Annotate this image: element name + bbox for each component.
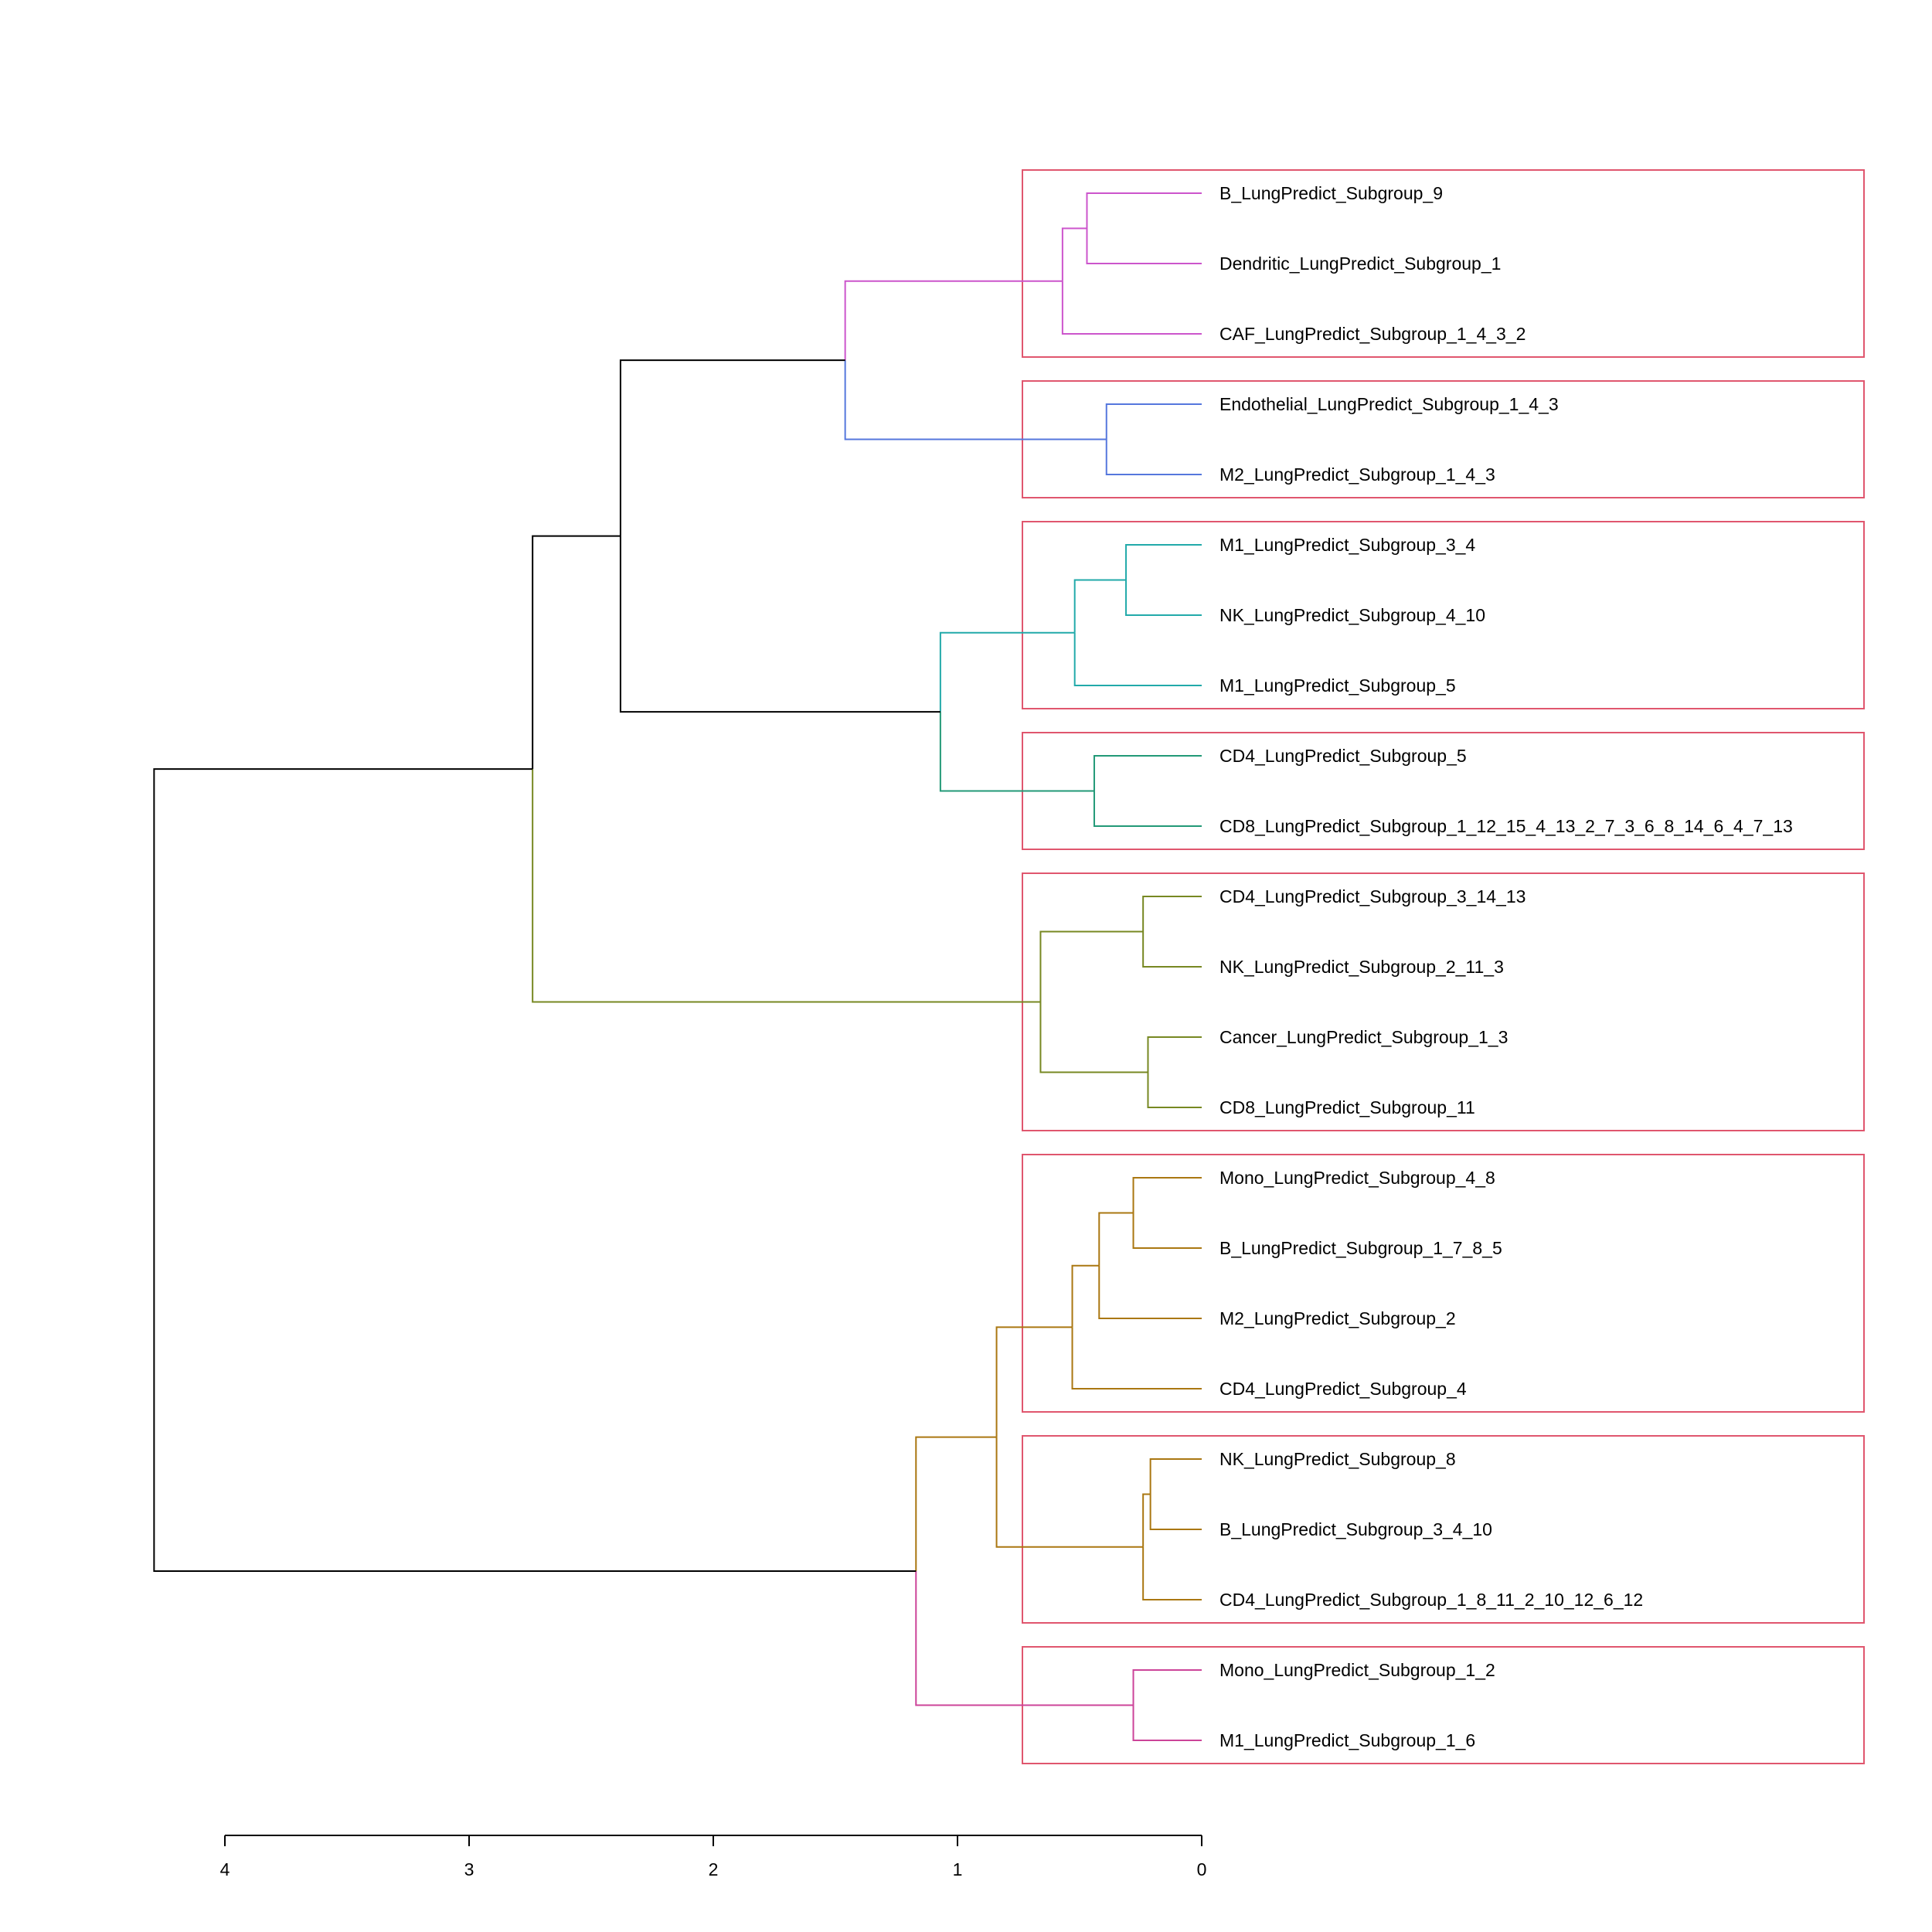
branch-m5-b [1125, 580, 1202, 616]
leaf-label: Mono_LungPredict_Subgroup_4_8 [1219, 1168, 1495, 1188]
cluster-box-6 [1022, 1154, 1865, 1413]
branch-m2-a [1061, 227, 1087, 281]
branch-m15-b [1098, 1265, 1202, 1319]
branch-m14-b [1132, 1213, 1202, 1249]
branch-m11-b [1147, 1072, 1202, 1108]
branch-m6-a [1073, 579, 1127, 633]
branch-m8-b [939, 712, 1094, 792]
leaf-label: B_LungPredict_Subgroup_1_7_8_5 [1219, 1238, 1502, 1258]
branch-m12-a [1039, 930, 1144, 1002]
branch-m9-b [619, 536, 940, 713]
cluster-box-1 [1022, 169, 1865, 358]
leaf-label: CD4_LungPredict_Subgroup_4 [1219, 1379, 1467, 1399]
branch-m10-b [1142, 931, 1202, 968]
branch-m17-a [1149, 1458, 1202, 1495]
branch-m16-b [1071, 1327, 1202, 1389]
branch-m15-a [1098, 1212, 1134, 1266]
branch-m21-a [915, 1436, 997, 1572]
branch-m7-a [1093, 755, 1202, 791]
axis-tick-label: 1 [953, 1859, 963, 1879]
leaf-label: B_LungPredict_Subgroup_9 [1219, 183, 1443, 203]
leaf-label: M1_LungPredict_Subgroup_1_6 [1219, 1730, 1475, 1750]
branch-m13-b [532, 769, 1041, 1003]
branch-m20-b [1132, 1705, 1202, 1741]
leaf-label: NK_LungPredict_Subgroup_8 [1219, 1449, 1456, 1469]
branch-m5-a [1125, 544, 1202, 580]
leaf-label: B_LungPredict_Subgroup_3_4_10 [1219, 1519, 1492, 1539]
leaf-label: CD4_LungPredict_Subgroup_5 [1219, 746, 1467, 766]
branch-m14-a [1132, 1177, 1202, 1213]
height-axis: 4 3 2 1 0 [220, 1835, 1207, 1879]
branch-m22-a [153, 768, 533, 1171]
branch-m19-b [995, 1437, 1144, 1548]
branch-m19-a [995, 1326, 1073, 1437]
axis-tick-label: 4 [220, 1859, 230, 1879]
branch-m20-a [1132, 1669, 1202, 1706]
leaf-label: CD4_LungPredict_Subgroup_3_14_13 [1219, 886, 1526, 906]
axis-tick-label: 2 [709, 1859, 719, 1879]
leaf-label: Mono_LungPredict_Subgroup_1_2 [1219, 1660, 1495, 1680]
dendrogram-branches [153, 192, 1202, 1741]
branch-m4-b [844, 360, 1107, 440]
branch-m18-b [1142, 1546, 1202, 1600]
leaf-label: M1_LungPredict_Subgroup_3_4 [1219, 535, 1475, 555]
leaf-label: M1_LungPredict_Subgroup_5 [1219, 675, 1456, 696]
leaf-label: NK_LungPredict_Subgroup_2_11_3 [1219, 957, 1504, 977]
branch-m18-a [1142, 1493, 1151, 1547]
leaf-label: M2_LungPredict_Subgroup_2 [1219, 1308, 1456, 1328]
branch-m6-b [1073, 632, 1202, 686]
leaf-label: CD8_LungPredict_Subgroup_1_12_15_4_13_2_… [1219, 816, 1793, 836]
branch-m4-a [844, 280, 1063, 361]
axis-tick-label: 3 [464, 1859, 474, 1879]
branch-m3-b [1105, 439, 1202, 475]
branch-m16-a [1071, 1264, 1100, 1328]
branch-m22-b [153, 1170, 917, 1573]
leaf-label: NK_LungPredict_Subgroup_4_10 [1219, 605, 1485, 625]
branch-m1-b [1086, 228, 1202, 264]
branch-m21-b [915, 1571, 1134, 1706]
leaf-label: CD8_LungPredict_Subgroup_11 [1219, 1097, 1475, 1117]
cluster-box-7 [1022, 1435, 1865, 1624]
branch-m13-a [532, 535, 621, 770]
branch-m9-a [619, 359, 845, 536]
leaf-label: M2_LungPredict_Subgroup_1_4_3 [1219, 464, 1495, 485]
branch-m12-b [1039, 1002, 1148, 1073]
axis-tick-label: 0 [1197, 1859, 1207, 1879]
cluster-box-3 [1022, 521, 1865, 709]
branch-m7-b [1093, 791, 1202, 827]
branch-m17-b [1149, 1494, 1202, 1530]
branch-m11-a [1147, 1036, 1202, 1073]
branch-m1-a [1086, 192, 1202, 229]
branch-m2-b [1061, 281, 1202, 335]
branch-m3-a [1105, 403, 1202, 440]
leaf-label: Cancer_LungPredict_Subgroup_1_3 [1219, 1027, 1508, 1047]
leaf-label: Dendritic_LungPredict_Subgroup_1 [1219, 253, 1501, 274]
leaf-label: CD4_LungPredict_Subgroup_1_8_11_2_10_12_… [1219, 1590, 1643, 1610]
leaf-label: CAF_LungPredict_Subgroup_1_4_3_2 [1219, 324, 1526, 344]
leaf-labels: B_LungPredict_Subgroup_9 Dendritic_LungPr… [1219, 183, 1793, 1750]
leaf-label: Endothelial_LungPredict_Subgroup_1_4_3 [1219, 394, 1559, 414]
branch-m10-a [1142, 896, 1202, 932]
branch-m8-a [939, 631, 1075, 713]
